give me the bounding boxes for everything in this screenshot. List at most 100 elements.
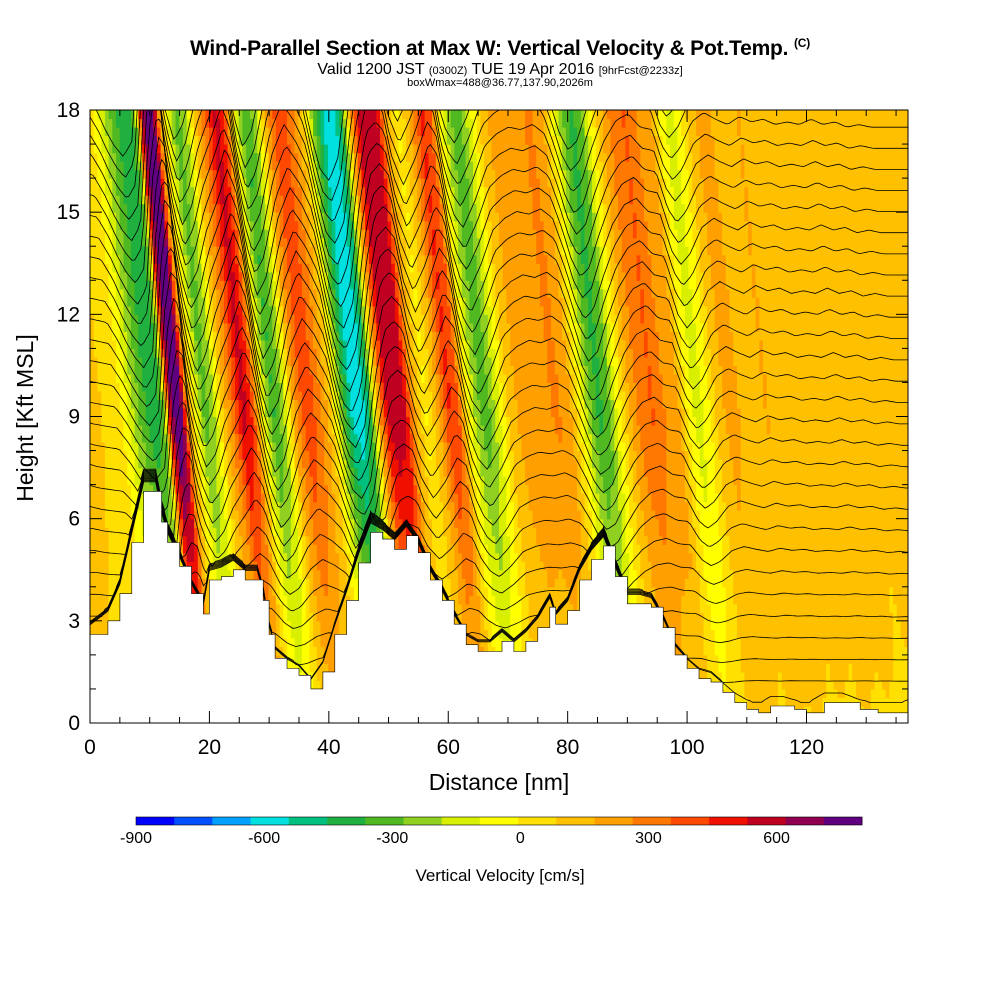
velocity-cell (331, 578, 336, 588)
velocity-cell (811, 697, 816, 707)
velocity-cell (744, 612, 749, 622)
velocity-cell (268, 527, 273, 537)
velocity-cell (841, 620, 846, 630)
velocity-cell (551, 544, 556, 554)
velocity-cell (785, 697, 790, 707)
velocity-cell (342, 561, 348, 571)
velocity-cell (275, 535, 281, 545)
velocity-cell (792, 620, 797, 630)
velocity-cell (882, 552, 887, 562)
velocity-cell (863, 578, 868, 588)
velocity-cell (896, 603, 902, 613)
velocity-cell (301, 629, 307, 639)
velocity-cell (331, 663, 336, 673)
velocity-cell (309, 527, 314, 537)
velocity-cell (528, 535, 533, 545)
velocity-cell (647, 535, 652, 545)
velocity-cell (867, 603, 872, 613)
velocity-cell (751, 552, 757, 562)
velocity-cell (893, 620, 898, 630)
velocity-cell (97, 569, 102, 579)
velocity-cell (837, 586, 842, 596)
velocity-cell (833, 637, 838, 647)
velocity-cell (774, 697, 779, 707)
velocity-cell (331, 552, 336, 562)
velocity-cell (562, 612, 567, 622)
velocity-cell (573, 586, 578, 596)
velocity-cell (662, 552, 667, 562)
velocity-cell (837, 535, 842, 545)
velocity-cell (826, 697, 831, 707)
velocity-cell (818, 578, 824, 588)
velocity-cell (800, 671, 805, 681)
velocity-cell (848, 544, 853, 554)
velocity-cell (677, 612, 682, 622)
velocity-cell (896, 595, 902, 605)
velocity-cell (740, 697, 745, 707)
velocity-cell (473, 578, 478, 588)
velocity-cell (766, 561, 771, 571)
velocity-cell (558, 527, 563, 537)
velocity-cell (751, 586, 757, 596)
velocity-cell (707, 646, 712, 656)
velocity-cell (855, 595, 861, 605)
velocity-cell (525, 544, 530, 554)
velocity-cell (502, 612, 507, 622)
velocity-cell (264, 552, 270, 562)
velocity-cell (707, 603, 712, 613)
velocity-cell (815, 586, 820, 596)
velocity-cell (759, 561, 764, 571)
velocity-cell (803, 646, 809, 656)
velocity-cell (751, 535, 757, 545)
velocity-cell (305, 612, 310, 622)
velocity-cell (722, 578, 727, 588)
velocity-cell (108, 586, 113, 596)
velocity-cell (833, 578, 838, 588)
velocity-cell (815, 697, 820, 707)
velocity-cell (707, 612, 712, 622)
velocity-cell (833, 603, 838, 613)
velocity-cell (558, 578, 563, 588)
velocity-cell (324, 620, 329, 630)
velocity-cell (681, 603, 686, 613)
velocity-cell (833, 620, 838, 630)
velocity-cell (841, 697, 846, 707)
velocity-cell (710, 612, 716, 622)
velocity-cell (848, 561, 853, 571)
velocity-cell (696, 544, 701, 554)
velocity-cell (517, 569, 522, 579)
velocity-cell (279, 578, 284, 588)
forecast-info: [9hrFcst@2233z] (598, 65, 683, 77)
velocity-cell (785, 620, 790, 630)
velocity-cell (354, 544, 359, 554)
velocity-cell (904, 637, 908, 647)
velocity-cell (755, 637, 760, 647)
velocity-cell (636, 569, 641, 579)
velocity-cell (309, 544, 314, 554)
velocity-cell (97, 535, 102, 545)
velocity-cell (629, 561, 634, 571)
velocity-cell (800, 569, 805, 579)
velocity-cell (90, 586, 95, 596)
velocity-cell (737, 629, 742, 639)
velocity-cell (785, 646, 790, 656)
velocity-cell (528, 527, 533, 537)
velocity-cell (275, 561, 281, 571)
velocity-cell (253, 544, 258, 554)
velocity-cell (800, 637, 805, 647)
velocity-cell (294, 620, 299, 630)
velocity-cell (487, 637, 493, 647)
velocity-cell (896, 578, 902, 588)
velocity-cell (573, 561, 578, 571)
velocity-cell (826, 680, 831, 690)
velocity-cell (714, 535, 719, 545)
velocity-cell (803, 586, 809, 596)
velocity-cell (766, 569, 771, 579)
velocity-cell (469, 586, 474, 596)
velocity-cell (822, 671, 827, 681)
velocity-cell (900, 544, 905, 554)
velocity-cell (446, 544, 452, 554)
velocity-cell (335, 561, 340, 571)
velocity-cell (833, 629, 838, 639)
velocity-cell (811, 612, 816, 622)
